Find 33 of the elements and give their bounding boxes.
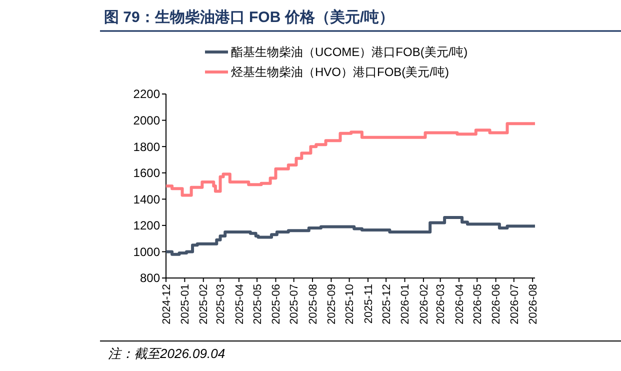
y-tick-label: 800 <box>140 271 160 286</box>
x-tick-label: 2025-04 <box>234 284 246 324</box>
x-tick-label: 2025-09 <box>326 284 338 324</box>
y-tick-label: 1800 <box>133 140 160 154</box>
y-tick-label: 2000 <box>133 113 160 128</box>
legend-label: 酯基生物柴油（UCOME）港口FOB(美元/吨) <box>231 45 468 59</box>
y-tick-label: 1400 <box>133 192 160 206</box>
text: 注：截至2026.09.04 <box>108 346 226 361</box>
x-tick-label: 2026-07 <box>508 284 521 324</box>
x-tick-label: 2026-04 <box>454 284 466 324</box>
x-tick-label: 2026-06 <box>490 284 503 324</box>
x-tick-label: 2025-08 <box>307 284 320 324</box>
x-tick-label: 2025-11 <box>362 284 375 324</box>
x-tick-label: 2025-07 <box>288 284 301 324</box>
y-tick-label: 1600 <box>133 166 160 180</box>
x-tick-label: 2025-12 <box>380 284 393 324</box>
x-tick-label: 2025-05 <box>252 284 264 324</box>
x-tick-label: 2026-02 <box>418 284 430 324</box>
x-tick-label: 2026-05 <box>472 284 484 324</box>
y-tick-label: 1000 <box>133 244 160 259</box>
legend-label: 烃基生物柴油（HVO）港口FOB(美元/吨) <box>231 65 449 79</box>
x-tick-label: 2025-02 <box>198 284 210 324</box>
x-tick-label: 2026-08 <box>527 284 540 324</box>
y-tick-label: 1200 <box>133 218 160 233</box>
x-tick-label: 2025-03 <box>215 284 228 324</box>
x-tick-label: 2026-01 <box>400 284 412 324</box>
x-tick-label: 2025-06 <box>270 284 283 324</box>
x-tick-label: 2024-12 <box>160 284 173 324</box>
y-tick-label: 2200 <box>133 87 160 102</box>
x-tick-label: 2026-03 <box>435 284 448 324</box>
x-tick-label: 2025-01 <box>180 284 192 324</box>
x-tick-label: 2025-10 <box>344 284 356 324</box>
chart-title: 图 79：生物柴油港口 FOB 价格（美元/吨） <box>104 8 394 26</box>
